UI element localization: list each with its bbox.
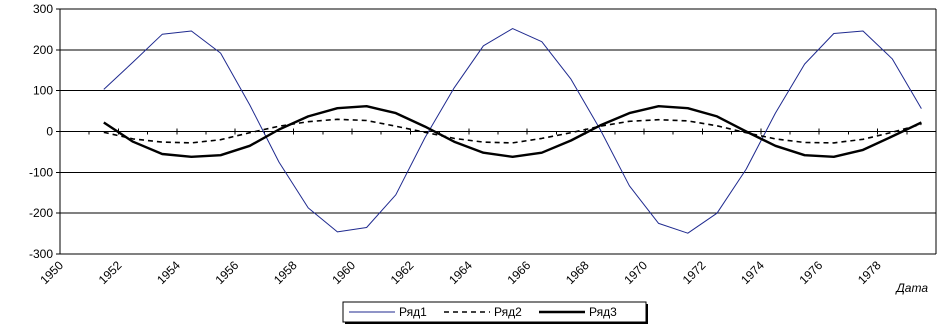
x-tick-label: 1956 — [213, 258, 242, 287]
x-tick-label: 1978 — [855, 258, 884, 287]
series-line-1 — [103, 28, 922, 234]
x-tick-label: 1962 — [388, 258, 417, 287]
series-line-2 — [103, 118, 922, 144]
series-line-3 — [103, 104, 922, 159]
y-tick-label: -200 — [29, 206, 53, 220]
x-tick-label: 1954 — [154, 258, 183, 287]
x-tick-label: 1968 — [563, 258, 592, 287]
y-tick-label: -100 — [29, 165, 53, 179]
legend-label: Ряд3 — [589, 305, 617, 319]
x-tick-label: 1960 — [329, 258, 358, 287]
legend-label: Ряд2 — [494, 305, 522, 319]
x-axis-title: Дата — [894, 281, 928, 295]
x-tick-label: 1966 — [505, 258, 534, 287]
x-tick-label: 1976 — [797, 258, 826, 287]
series-lines — [103, 28, 922, 234]
y-tick-label: 0 — [46, 125, 53, 139]
x-tick-label: 1972 — [680, 258, 709, 287]
y-tick-label: 200 — [33, 43, 53, 57]
x-tick-label: 1970 — [621, 258, 650, 287]
x-tick-label: 1950 — [37, 258, 66, 287]
x-tick-label: 1964 — [446, 258, 475, 287]
x-tick-label: 1974 — [738, 258, 767, 287]
x-tick-label: 1952 — [96, 258, 125, 287]
y-tick-label: 300 — [33, 2, 53, 16]
y-tick-label: -300 — [29, 247, 53, 261]
legend-box — [342, 301, 647, 323]
legend-label: Ряд1 — [399, 305, 427, 319]
legend: Ряд1 Ряд2 Ряд3 — [342, 301, 648, 324]
y-tick-label: 100 — [33, 84, 53, 98]
x-tick-label: 1958 — [271, 258, 300, 287]
